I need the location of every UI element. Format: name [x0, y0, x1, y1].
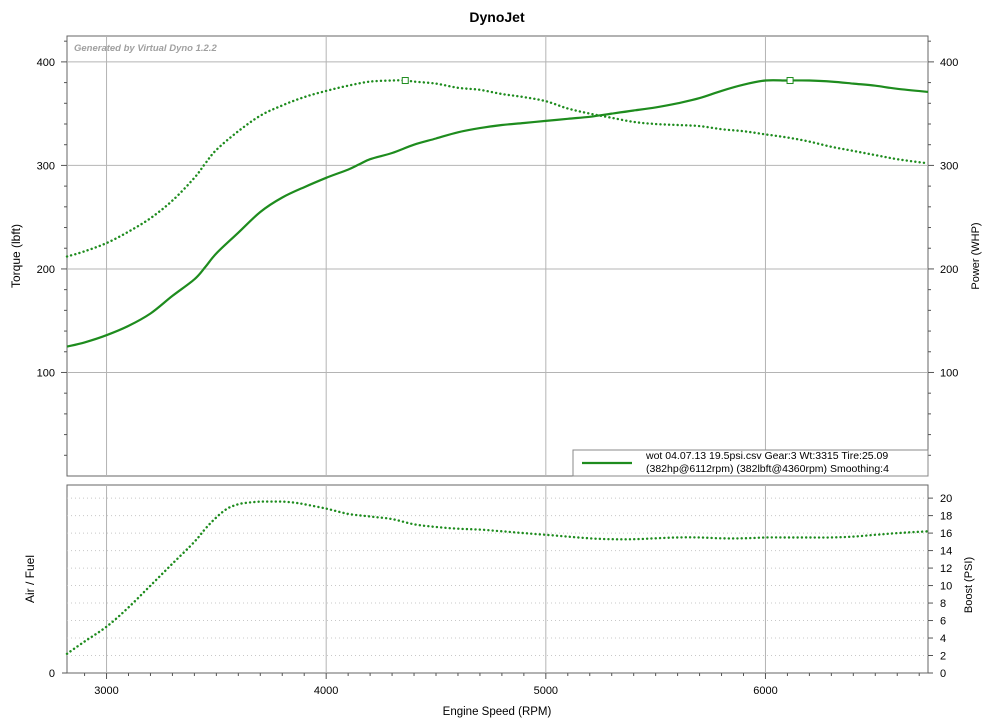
- boost-tick-label: 18: [940, 511, 952, 523]
- air-fuel-axis-label: Air / Fuel: [23, 555, 37, 603]
- top-series: [65, 77, 930, 348]
- power-line: [66, 79, 929, 348]
- boost-tick-label: 14: [940, 546, 952, 558]
- torque-tick-label: 400: [37, 57, 55, 69]
- power-tick-label: 400: [940, 57, 958, 69]
- air-fuel-tick-label: 0: [49, 668, 55, 680]
- boost-tick-label: 12: [940, 563, 952, 575]
- torque-tick-label: 300: [37, 160, 55, 172]
- top-panel: 100 100 200 200 300 300 400 400 Generated by Vi…: [9, 35, 982, 477]
- bottom-plot-frame: [66, 484, 929, 674]
- boost-tick-label: 0: [940, 668, 946, 680]
- boost-axis-label: Boost (PSI): [963, 557, 975, 613]
- power-tick-label: 100: [940, 367, 958, 379]
- x-tick-label: 4000: [314, 685, 338, 697]
- x-axis-label: Engine Speed (RPM): [443, 706, 552, 718]
- bottom-panel: 0 2 4 6 8 10 12 14 16 18 20 0 Air / Fuel Boost (PSI…: [23, 484, 975, 680]
- torque-peak-marker: [401, 77, 409, 85]
- chart-title: DynoJet: [469, 9, 525, 25]
- power-tick-label: 300: [940, 160, 958, 172]
- x-tick-label: 3000: [94, 685, 118, 697]
- boost-tick-label: 10: [940, 581, 952, 593]
- boost-tick-label: 4: [940, 633, 946, 645]
- bottom-ticks: 0 2 4 6 8 10 12 14 16 18 20 0: [49, 493, 952, 680]
- top-ticks: 100 100 200 200 300 300 400 400: [37, 40, 958, 456]
- boost-tick-label: 16: [940, 528, 952, 540]
- boost-tick-label: 8: [940, 598, 946, 610]
- power-peak-marker: [786, 77, 794, 85]
- boost-tick-label: 20: [940, 493, 952, 505]
- top-plot-frame: [66, 35, 929, 477]
- bottom-series: [65, 500, 930, 655]
- legend-box: [572, 449, 929, 477]
- power-axis-label: Power (WHP): [970, 222, 982, 289]
- boost-tick-label: 2: [940, 651, 946, 663]
- legend-line-1: wot 04.07.13 19.5psi.csv Gear:3 Wt:3315 …: [645, 450, 888, 462]
- top-grid: [67, 36, 928, 476]
- legend-line-2: (382hp@6112rpm) (382lbft@4360rpm) Smooth…: [646, 463, 889, 475]
- bottom-grid: [67, 485, 928, 673]
- torque-tick-label: 200: [37, 264, 55, 276]
- boost-tick-label: 6: [940, 616, 946, 628]
- watermark-text: Generated by Virtual Dyno 1.2.2: [74, 43, 217, 54]
- power-tick-label: 200: [940, 264, 958, 276]
- torque-axis-label: Torque (lbft): [9, 224, 23, 288]
- torque-tick-label: 100: [37, 367, 55, 379]
- x-axis-ticks: 3000 4000 5000 6000: [84, 673, 920, 697]
- legend: wot 04.07.13 19.5psi.csv Gear:3 Wt:3315 …: [572, 449, 929, 477]
- torque-line: [65, 79, 930, 258]
- boost-line: [65, 500, 930, 655]
- x-tick-label: 5000: [534, 685, 558, 697]
- x-tick-label: 6000: [753, 685, 777, 697]
